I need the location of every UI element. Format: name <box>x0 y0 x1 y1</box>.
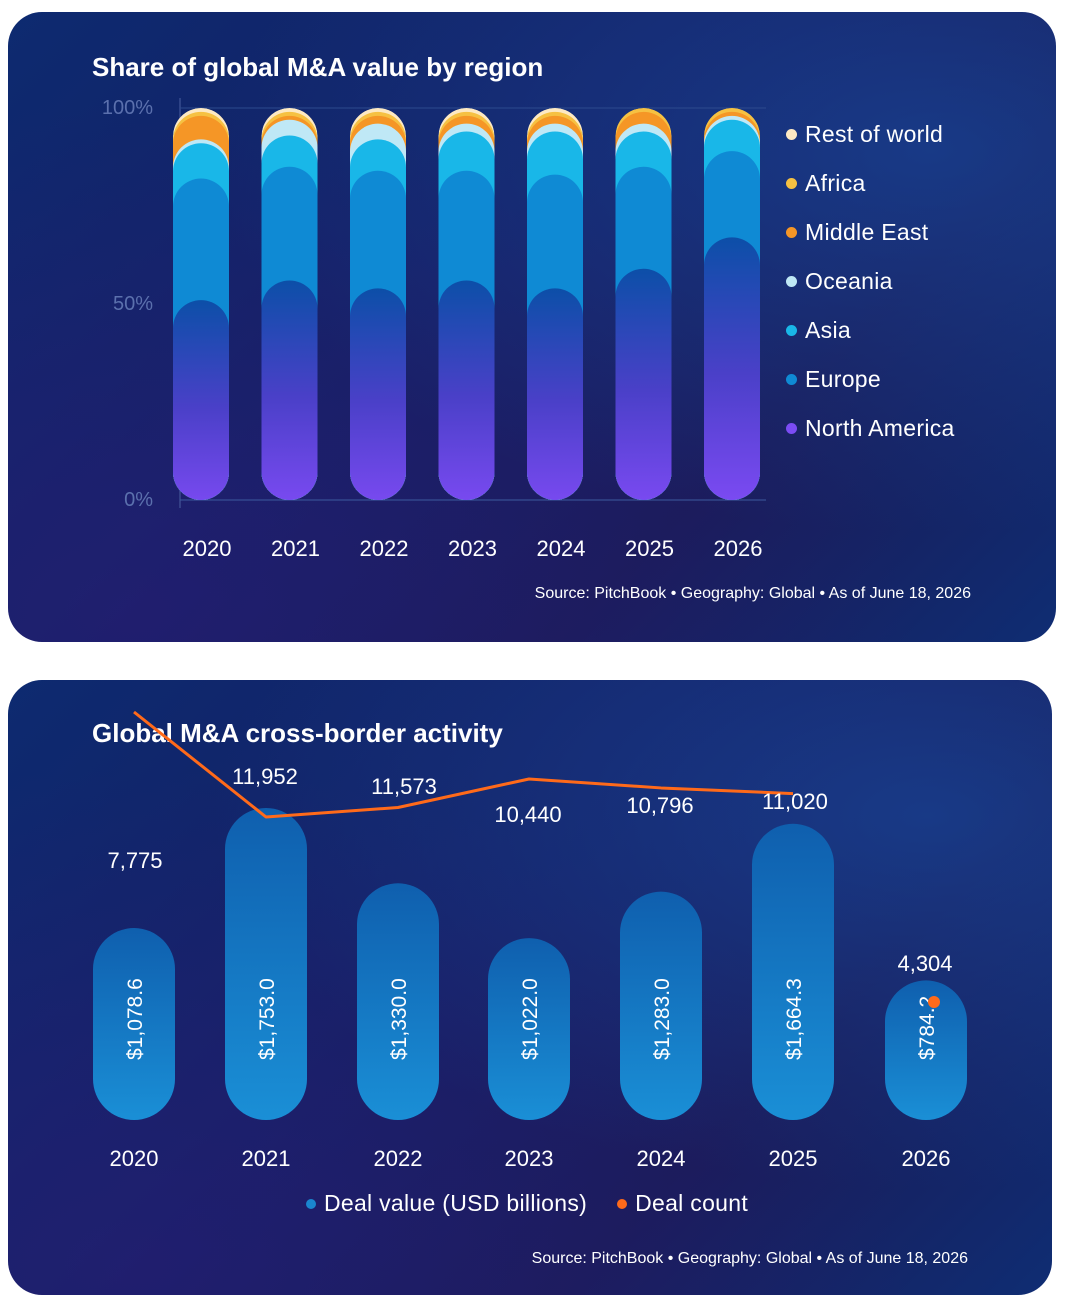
x-tick-label: 2026 <box>714 536 763 561</box>
legend-swatch <box>617 1198 628 1209</box>
bar-segment-north-america <box>704 237 760 500</box>
chart-title: Share of global M&A value by region <box>92 52 543 82</box>
legend-item: Middle East <box>786 208 955 257</box>
deal-value-bar-2022 <box>357 883 439 1120</box>
x-tick-label: 2025 <box>625 536 674 561</box>
legend-label: Middle East <box>805 219 929 245</box>
legend-item: Deal value (USD billions) <box>305 1190 588 1217</box>
deal-value-label: $1,664.3 <box>783 978 806 1060</box>
bar-segment-north-america <box>438 280 495 500</box>
deal-count-line <box>133 710 794 819</box>
deal-value-label: $1,078.6 <box>124 978 147 1060</box>
x-tick-label: 2022 <box>360 536 409 561</box>
legend-item: Oceania <box>786 257 955 306</box>
legend-label: Africa <box>805 170 866 196</box>
deal-value-label: $1,283.0 <box>651 978 674 1060</box>
legend-swatch <box>786 423 797 434</box>
legend-label: Oceania <box>805 268 893 294</box>
legend-item: North America <box>786 404 955 453</box>
bar-segment-north-america <box>350 288 406 500</box>
bar-segment-north-america <box>173 300 229 500</box>
deal-value-label: $1,753.0 <box>256 978 279 1060</box>
legend-item: Europe <box>786 355 955 404</box>
legend-label: North America <box>805 415 955 441</box>
stacked-bar-2024 <box>527 108 583 500</box>
deal-value-bar-2024 <box>620 891 702 1120</box>
stacked-bar-2023 <box>438 108 495 500</box>
deal-value-label: $1,330.0 <box>388 978 411 1060</box>
stacked-bar-2020 <box>173 108 229 500</box>
x-tick-label: 2020 <box>110 1146 159 1171</box>
cross-border-chart-card: Global M&A cross-border activity $1,078.6… <box>8 680 1052 1295</box>
legend-swatch <box>786 129 797 140</box>
legend-label: Deal count <box>635 1190 749 1216</box>
legend-swatch <box>786 374 797 385</box>
stacked-bar-2021 <box>261 108 318 500</box>
legend-swatch <box>786 325 797 336</box>
bar-segment-north-america <box>527 288 583 500</box>
deal-value-label: $784.2 <box>916 996 939 1060</box>
bar-segment-north-america <box>615 268 672 500</box>
x-tick-label: 2024 <box>537 536 586 561</box>
legend-swatch <box>305 1198 316 1209</box>
deal-count-point-2026 <box>928 996 940 1008</box>
deal-count-label: 10,440 <box>494 802 561 827</box>
x-tick-label: 2023 <box>448 536 497 561</box>
x-tick-label: 2023 <box>505 1146 554 1171</box>
legend-item: Africa <box>786 159 955 208</box>
legend-item: Deal count <box>617 1190 748 1217</box>
bar-segment-north-america <box>261 280 318 500</box>
x-tick-label: 2021 <box>242 1146 291 1171</box>
x-tick-label: 2026 <box>902 1146 951 1171</box>
legend-label: Asia <box>805 317 851 343</box>
deal-count-label: 11,573 <box>371 774 437 799</box>
deal-count-label: 4,304 <box>897 951 952 976</box>
region-legend: Rest of world Africa Middle East Oceania Asi… <box>786 110 955 453</box>
region-share-chart-card: Share of global M&A value by region 0% 50%… <box>8 12 1056 642</box>
region-share-chart: Share of global M&A value by region 0% 50%… <box>92 52 971 602</box>
x-tick-label: 2025 <box>769 1146 818 1171</box>
legend-swatch <box>786 276 797 287</box>
legend-item: Asia <box>786 306 955 355</box>
legend-label: Europe <box>805 366 881 392</box>
deal-count-label: 11,020 <box>762 789 828 814</box>
y-tick-label: 50% <box>113 293 153 315</box>
x-tick-label: 2020 <box>183 536 232 561</box>
deal-value-bar-2026 <box>885 980 967 1120</box>
stacked-bar-2026 <box>704 108 760 500</box>
chart-title: Global M&A cross-border activity <box>92 718 503 748</box>
deal-count-label: 7,775 <box>107 848 162 873</box>
source-note: Source: PitchBook • Geography: Global • … <box>535 585 971 602</box>
legend-swatch <box>786 227 797 238</box>
y-tick-label: 100% <box>102 97 153 119</box>
deal-value-bar-2023 <box>488 938 570 1120</box>
x-tick-label: 2024 <box>637 1146 686 1171</box>
source-note: Source: PitchBook • Geography: Global • … <box>532 1250 968 1267</box>
cross-border-chart: Global M&A cross-border activity $1,078.6… <box>92 710 968 1267</box>
deal-count-label: 10,796 <box>626 793 693 818</box>
deal-value-bar-2021 <box>225 808 307 1120</box>
stacked-bar-2022 <box>350 108 406 500</box>
x-tick-label: 2021 <box>271 536 320 561</box>
y-tick-label: 0% <box>124 489 153 511</box>
deal-count-label: 11,952 <box>232 764 298 789</box>
cross-border-legend: Deal value (USD billions) Deal count <box>8 1190 1052 1217</box>
x-tick-label: 2022 <box>374 1146 423 1171</box>
deal-value-label: $1,022.0 <box>519 978 542 1060</box>
legend-swatch <box>786 178 797 189</box>
legend-label: Deal value (USD billions) <box>323 1190 588 1216</box>
stacked-bar-2025 <box>615 108 672 500</box>
legend-item: Rest of world <box>786 110 955 159</box>
legend-label: Rest of world <box>805 121 944 147</box>
deal-value-bar-2025 <box>752 823 834 1120</box>
deal-value-bar-2020 <box>93 928 175 1120</box>
